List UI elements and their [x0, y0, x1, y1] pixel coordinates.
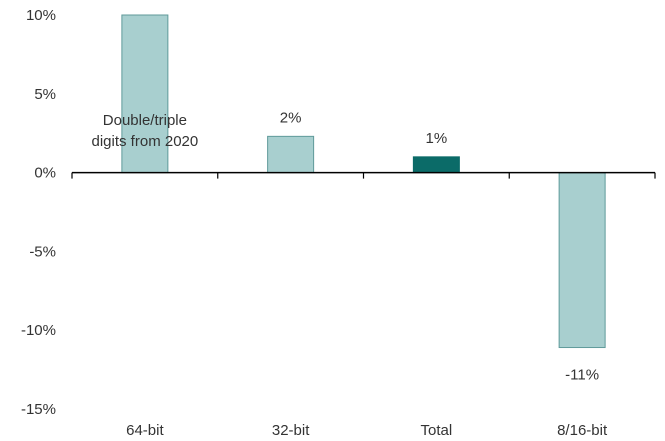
annotation-text: Double/triple digits from 2020: [92, 112, 199, 150]
x-tick-label: 8/16-bit: [557, 422, 608, 439]
data-labels: 2% 1% -11%: [280, 109, 599, 383]
y-tick-label: -10%: [21, 322, 56, 339]
y-tick-label: -15%: [21, 401, 56, 418]
x-axis-tick-labels: 64-bit 32-bit Total 8/16-bit: [126, 422, 608, 439]
data-label: 2%: [280, 109, 302, 126]
annotation-line: Double/triple: [103, 112, 187, 129]
y-tick-label: 5%: [34, 86, 56, 103]
bars: [121, 14, 606, 349]
bar-total: [412, 156, 460, 174]
x-tick-label: 64-bit: [126, 422, 164, 439]
bar-64-bit: [121, 14, 169, 174]
bar-32-bit: [267, 135, 315, 174]
bar-8-16-bit: [558, 172, 606, 349]
x-tick-label: 32-bit: [272, 422, 310, 439]
data-label: -11%: [565, 367, 599, 384]
x-axis: [71, 171, 656, 179]
y-axis-tick-labels: 10% 5% 0% -5% -10% -15%: [21, 7, 56, 418]
data-label: 1%: [426, 130, 448, 147]
y-tick-label: -5%: [29, 243, 56, 260]
annotation-line: digits from 2020: [92, 133, 199, 150]
y-tick-label: 10%: [26, 7, 56, 24]
x-tick-label: Total: [421, 422, 453, 439]
y-tick-label: 0%: [34, 165, 56, 182]
